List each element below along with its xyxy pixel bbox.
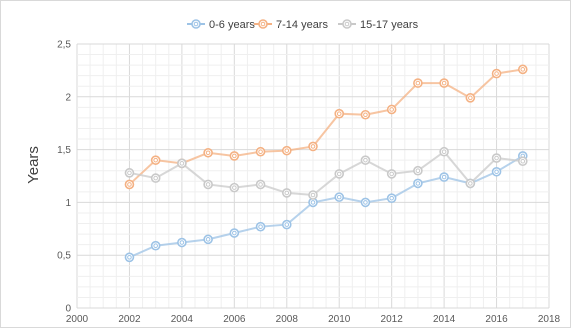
y-tick-label: 0,5 — [57, 251, 71, 262]
data-point-7-14-years — [413, 78, 423, 88]
x-tick-label: 2018 — [538, 314, 561, 325]
x-tick-label: 2014 — [433, 314, 456, 325]
data-point-15-17-years — [255, 179, 266, 190]
y-tick-label: 2 — [65, 92, 71, 103]
data-point-7-14-years — [308, 141, 318, 152]
legend-item: 7-14 years — [254, 19, 328, 31]
y-axis-ticks: 0 0,5 1 1,5 2 2,5 — [57, 40, 71, 315]
data-point-0-6-years — [281, 219, 292, 230]
data-point-0-6-years — [124, 252, 135, 263]
data-point-15-17-years — [203, 179, 213, 190]
data-point-15-17-years — [386, 169, 397, 179]
legend: 0-6 years 7-14 years 15-17 years — [187, 19, 419, 31]
data-point-15-17-years — [360, 155, 371, 165]
data-point-15-17-years — [124, 168, 135, 178]
data-point-15-17-years — [439, 146, 449, 157]
data-point-0-6-years — [491, 166, 502, 177]
data-point-7-14-years — [360, 109, 371, 120]
data-point-7-14-years — [124, 179, 135, 190]
x-tick-label: 2010 — [328, 314, 351, 325]
gridlines — [76, 43, 550, 309]
legend-item: 0-6 years — [187, 19, 255, 31]
x-tick-label: 2000 — [66, 314, 89, 325]
data-point-15-17-years — [281, 188, 292, 198]
data-point-0-6-years — [386, 193, 397, 203]
series-line-0-6-years — [129, 155, 524, 259]
data-point-15-17-years — [334, 169, 345, 179]
data-point-0-6-years — [360, 197, 371, 208]
data-point-0-6-years — [334, 192, 345, 202]
data-point-7-14-years — [465, 93, 476, 103]
series-line-7-14-years — [128, 68, 523, 186]
data-point-0-6-years — [203, 234, 213, 245]
data-point-15-17-years — [465, 178, 476, 189]
data-point-0-6-years — [177, 237, 187, 248]
legend-label: 15-17 years — [360, 19, 419, 31]
y-tick-label: 2,5 — [57, 40, 71, 51]
data-point-0-6-years — [439, 172, 449, 182]
y-tick-label: 0 — [65, 304, 71, 315]
x-tick-label: 2012 — [381, 314, 404, 325]
x-tick-label: 2008 — [276, 314, 299, 325]
data-point-15-17-years — [177, 158, 187, 169]
data-point-7-14-years — [439, 78, 449, 88]
data-point-7-14-years — [229, 151, 240, 161]
data-point-0-6-years — [255, 221, 266, 232]
legend-label: 0-6 years — [209, 19, 255, 31]
data-point-15-17-years — [150, 173, 161, 183]
y-axis-title: Years — [25, 146, 42, 184]
x-axis-ticks: 2000 2002 2004 2006 2008 2010 2012 2014 2016 2018 — [66, 314, 561, 325]
data-point-7-14-years — [386, 104, 397, 115]
data-point-7-14-years — [150, 155, 161, 165]
legend-item: 15-17 years — [338, 19, 419, 31]
data-point-7-14-years — [255, 146, 266, 157]
series-points — [124, 64, 528, 263]
x-tick-label: 2006 — [223, 314, 246, 325]
x-tick-label: 2002 — [118, 314, 141, 325]
y-tick-label: 1,5 — [57, 145, 71, 156]
data-point-15-17-years — [491, 153, 502, 163]
data-point-15-17-years — [517, 156, 528, 167]
data-point-7-14-years — [203, 147, 213, 158]
data-point-7-14-years — [491, 68, 502, 79]
series-lines — [128, 68, 524, 259]
series-line-15-17-years — [129, 150, 523, 197]
data-point-7-14-years — [281, 145, 292, 156]
data-point-0-6-years — [413, 178, 423, 189]
legend-label: 7-14 years — [276, 19, 328, 31]
x-tick-label: 2016 — [485, 314, 508, 325]
data-point-15-17-years — [229, 182, 240, 193]
data-point-0-6-years — [229, 228, 240, 238]
y-tick-label: 1 — [65, 198, 71, 209]
data-point-7-14-years — [517, 64, 528, 75]
data-point-0-6-years — [150, 240, 161, 251]
x-tick-label: 2004 — [171, 314, 194, 325]
data-point-15-17-years — [308, 190, 318, 200]
data-point-7-14-years — [334, 108, 345, 119]
data-point-15-17-years — [413, 165, 423, 176]
